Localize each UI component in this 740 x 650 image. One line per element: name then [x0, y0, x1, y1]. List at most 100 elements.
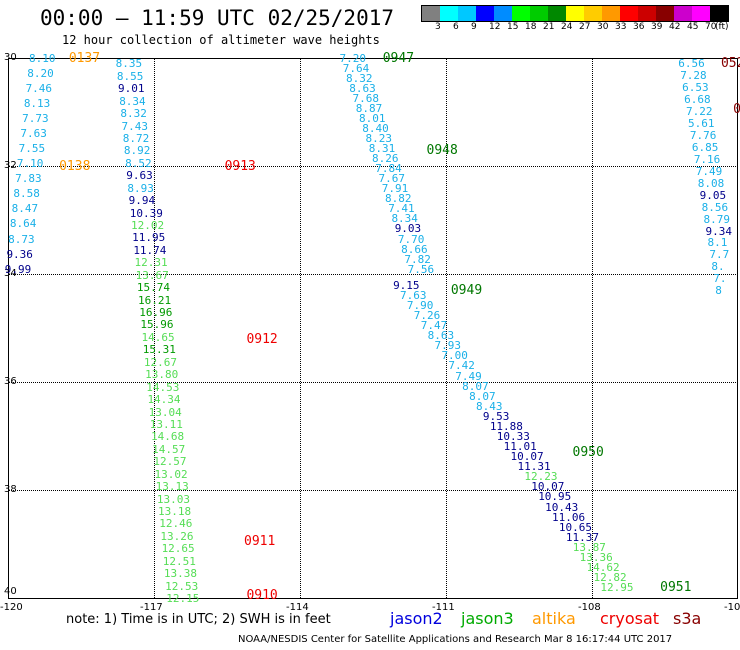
y-tick-label: 30 — [4, 52, 17, 63]
wave-height-value: 12.82 — [593, 571, 627, 585]
wave-height-value: 16.96 — [139, 306, 173, 320]
wave-height-value: 10.39 — [129, 206, 163, 220]
gridline-horizontal — [8, 274, 738, 275]
satellite-legend-s3a: s3a — [673, 609, 702, 628]
wave-height-value: 6.56 — [678, 57, 705, 71]
page-subtitle: 12 hour collection of altimeter wave hei… — [62, 33, 380, 47]
wave-height-value: 13.36 — [579, 550, 613, 564]
legend-swatch — [458, 6, 476, 21]
wave-height-value: 8 — [715, 284, 722, 298]
wave-height-value: 15.31 — [142, 343, 176, 357]
pass-time-label: 0138 — [59, 159, 91, 174]
wave-height-value: 8.20 — [27, 67, 54, 81]
wave-height-value: 10.95 — [538, 490, 572, 504]
legend-swatch — [422, 6, 440, 21]
wave-height-value: 12.15 — [166, 592, 200, 605]
pass-time-label: 0951 — [660, 580, 692, 596]
map-plot-area — [8, 58, 738, 599]
wave-height-value: 13.13 — [155, 480, 189, 494]
satellite-legend-jason3: jason3 — [461, 609, 514, 628]
wave-height-value: 8.87 — [355, 102, 383, 116]
wave-height-value: 16.21 — [138, 293, 172, 307]
wave-height-value: 8.63 — [427, 329, 455, 343]
wave-height-value: 10.33 — [496, 430, 530, 443]
wave-height-value: 8.93 — [127, 181, 154, 195]
wave-height-value: 7.67 — [378, 172, 405, 186]
wave-height-value: 13.04 — [148, 405, 182, 419]
wave-height-value: 8.73 — [8, 232, 35, 246]
legend-label: 30 — [597, 22, 609, 32]
legend-swatch — [494, 6, 512, 21]
pass-time-label: 051 — [733, 102, 740, 118]
wave-height-value: 8.23 — [365, 132, 392, 146]
wave-height-value: 8.66 — [401, 242, 428, 256]
x-tick-label: -108 — [578, 602, 601, 613]
wave-height-value: 10.07 — [510, 450, 544, 464]
legend-label: 3 — [435, 22, 441, 32]
wave-height-value: 8.34 — [391, 212, 418, 226]
wave-height-value: 8.32 — [346, 72, 373, 86]
legend-label: 21 — [543, 22, 555, 32]
wave-height-value: 8.52 — [125, 156, 152, 170]
pass-time-label: 0913 — [224, 159, 256, 174]
wave-height-value: 13.87 — [572, 540, 606, 554]
wave-height-value: 7.84 — [375, 162, 402, 176]
legend-swatch — [620, 6, 638, 21]
legend-swatch — [530, 6, 548, 21]
wave-height-value: 15.74 — [136, 281, 170, 295]
wave-height-value: 8.26 — [371, 152, 399, 166]
wave-height-value: 8.40 — [362, 122, 389, 136]
wave-height-value: 14.34 — [147, 393, 181, 407]
wave-height-value: 13.80 — [145, 368, 179, 382]
legend-swatch — [656, 6, 674, 21]
wave-height-value: 9.53 — [482, 409, 510, 423]
satellite-legend-jason2: jason2 — [390, 609, 443, 628]
legend-label: 36 — [633, 22, 645, 32]
wave-height-value: 12.51 — [162, 554, 196, 568]
pass-time-label: 0137 — [68, 51, 101, 66]
legend-swatch — [638, 6, 656, 21]
wave-height-value: 8.10 — [29, 52, 56, 65]
pass-time-label: 0910 — [246, 588, 278, 604]
wave-height-value: 9.15 — [393, 278, 420, 292]
wave-height-value: 8.47 — [11, 202, 39, 216]
wave-height-value: 8.58 — [13, 187, 40, 201]
legend-label: 6 — [453, 22, 459, 32]
wave-height-value: 7.26 — [413, 309, 441, 323]
wave-height-value: 14.57 — [152, 442, 186, 456]
legend-label: (ft) — [715, 22, 729, 32]
wave-height-value: 8.92 — [123, 144, 151, 158]
wave-height-value: 9.94 — [128, 194, 156, 208]
satellite-legend-cryosat: cryosat — [600, 609, 660, 628]
wave-height-value: 7. — [713, 272, 727, 286]
wave-height-value: 8.31 — [368, 142, 396, 156]
wave-height-value: 8.64 — [9, 217, 37, 231]
pass-time-label: 0948 — [426, 142, 458, 158]
x-tick-label: -120 — [0, 602, 23, 613]
wave-height-value: 14.65 — [141, 330, 175, 344]
wave-height-value: 11.88 — [489, 419, 523, 433]
legend-label: 33 — [615, 22, 627, 32]
legend-label: 12 — [489, 22, 501, 32]
wave-height-value: 9.36 — [6, 247, 33, 261]
wave-height-value: 11.01 — [503, 440, 537, 454]
credit-line: NOAA/NESDIS Center for Satellite Applica… — [238, 634, 673, 645]
wave-height-value: 7.47 — [420, 319, 448, 333]
wave-height-value: 8.1 — [707, 236, 728, 250]
wave-height-value: 13.67 — [135, 268, 169, 282]
units-note: note: 1) Time is in UTC; 2) SWH is in fe… — [66, 612, 331, 627]
wave-height-value: 6.53 — [682, 81, 709, 95]
wave-height-value: 11.06 — [552, 510, 586, 524]
wave-height-value: 9.99 — [4, 262, 32, 276]
wave-height-value: 12.95 — [600, 581, 634, 595]
legend-label: 42 — [669, 22, 681, 32]
wave-height-value: 8.13 — [23, 97, 51, 111]
pass-time-label: 0950 — [572, 445, 604, 461]
wave-height-value: 7.42 — [448, 359, 475, 373]
wave-height-value: 8. — [711, 260, 725, 274]
wave-height-value: 10.43 — [545, 500, 579, 514]
legend-swatch — [476, 6, 494, 21]
y-tick-label: 40 — [4, 586, 17, 597]
wave-height-value: 15.96 — [140, 318, 174, 332]
wave-height-value: 11.37 — [565, 530, 599, 544]
